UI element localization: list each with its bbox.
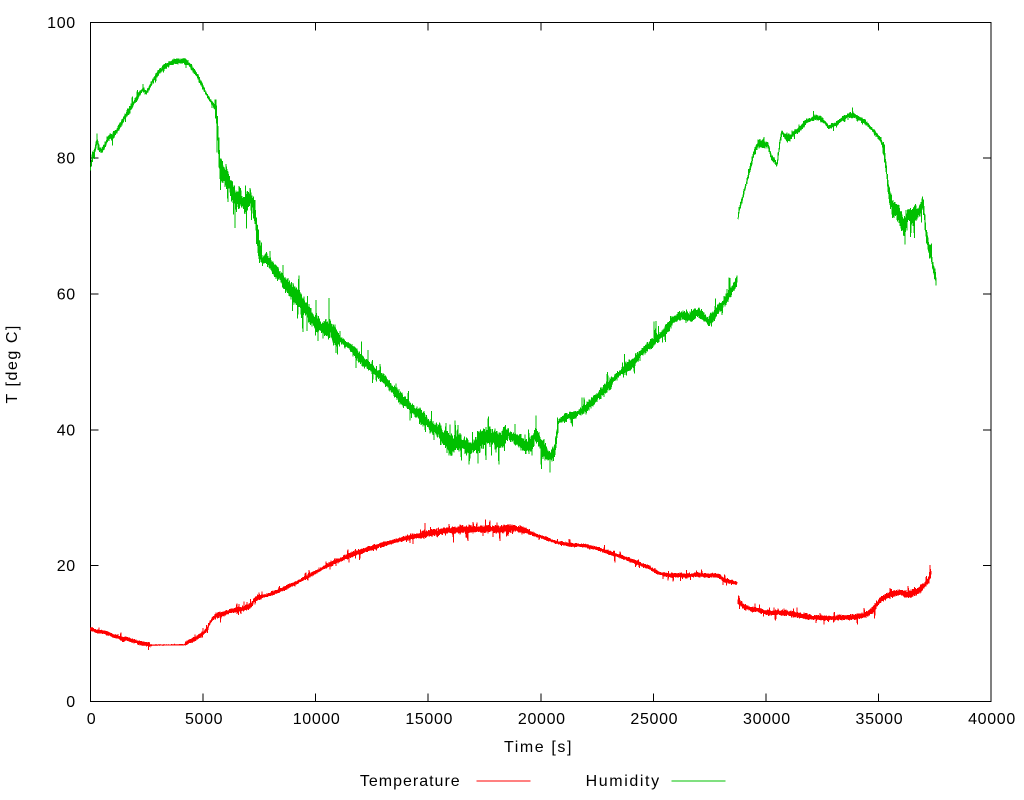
svg-text:40: 40 (57, 422, 76, 439)
svg-text:15000: 15000 (405, 711, 453, 728)
svg-text:Humidity: Humidity (586, 773, 661, 790)
svg-text:20000: 20000 (518, 711, 566, 728)
svg-text:0: 0 (66, 694, 76, 711)
svg-text:80: 80 (57, 151, 76, 168)
svg-text:T [deg C]: T [deg C] (4, 324, 21, 403)
svg-text:10000: 10000 (293, 711, 341, 728)
svg-text:25000: 25000 (630, 711, 678, 728)
svg-text:35000: 35000 (856, 711, 904, 728)
svg-text:40000: 40000 (968, 711, 1016, 728)
svg-text:60: 60 (57, 287, 76, 304)
svg-text:30000: 30000 (743, 711, 791, 728)
svg-text:Temperature: Temperature (360, 773, 461, 790)
svg-text:20: 20 (57, 558, 76, 575)
svg-text:Time [s]: Time [s] (504, 739, 573, 756)
svg-text:5000: 5000 (185, 711, 223, 728)
svg-text:0: 0 (87, 711, 97, 728)
svg-text:100: 100 (47, 15, 76, 32)
